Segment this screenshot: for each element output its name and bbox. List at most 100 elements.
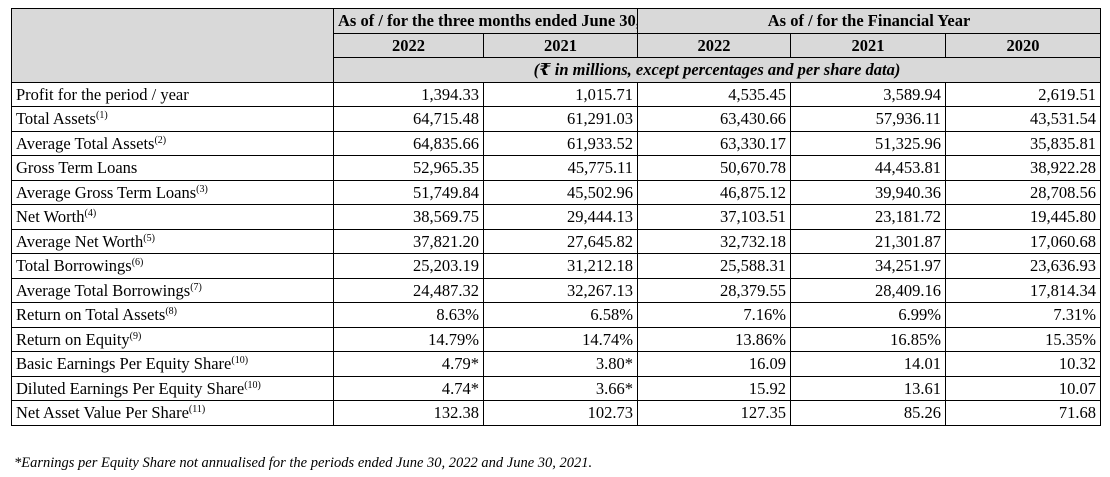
value-cell: 52,965.35 (333, 155, 484, 181)
value-cell: 71.68 (945, 400, 1102, 426)
table-row: Return on Equity(9) 14.79% 14.74% 13.86% 16.… (11, 326, 1102, 352)
value-cell: 4,535.45 (637, 81, 792, 107)
value-cell: 63,430.66 (637, 106, 792, 132)
value-cell: 38,922.28 (945, 155, 1102, 181)
value-cell: 45,775.11 (482, 155, 639, 181)
table-row: Total Assets(1) 64,715.48 61,291.03 63,430.… (11, 106, 1102, 132)
value-cell: 10.32 (945, 351, 1102, 377)
table-row: Gross Term Loans 52,965.35 45,775.11 50,670… (11, 155, 1102, 181)
row-label: Average Net Worth(5) (11, 228, 334, 254)
value-cell: 7.16% (637, 302, 792, 328)
row-label: Average Total Assets(2) (11, 130, 334, 156)
value-cell: 27,645.82 (482, 228, 639, 254)
value-cell: 8.63% (333, 302, 484, 328)
header-year: 2020 (945, 32, 1102, 58)
value-cell: 14.01 (790, 351, 947, 377)
header-row-groups: As of / for the three months ended June … (11, 8, 1102, 83)
value-cell: 35,835.81 (945, 130, 1102, 156)
value-cell: 25,588.31 (637, 253, 792, 279)
table-row: Return on Total Assets(8) 8.63% 6.58% 7.16%… (11, 302, 1102, 328)
value-cell: 21,301.87 (790, 228, 947, 254)
value-cell: 14.74% (482, 326, 639, 352)
value-cell: 51,325.96 (790, 130, 947, 156)
row-label: Basic Earnings Per Equity Share(10) (11, 351, 334, 377)
value-cell: 6.99% (790, 302, 947, 328)
footnote: *Earnings per Equity Share not annualise… (14, 455, 593, 471)
value-cell: 13.61 (790, 375, 947, 401)
header-year: 2021 (790, 32, 947, 58)
row-label: Total Assets(1) (11, 106, 334, 132)
footnote-marker: (5) (143, 232, 155, 244)
value-cell: 19,445.80 (945, 204, 1102, 230)
header-row-units: (₹ in millions, except percentages and p… (12, 57, 1102, 83)
value-cell: 7.31% (945, 302, 1102, 328)
value-cell: 37,821.20 (333, 228, 484, 254)
value-cell: 14.79% (333, 326, 484, 352)
row-label: Profit for the period / year (11, 81, 334, 107)
value-cell: 46,875.12 (637, 179, 792, 205)
table-row: Average Total Assets(2) 64,835.66 61,933.5… (11, 130, 1102, 156)
row-label-text: Average Net Worth (16, 231, 144, 251)
header-year: 2022 (637, 32, 792, 58)
row-label-text: Return on Equity (16, 329, 130, 349)
value-cell: 50,670.78 (637, 155, 792, 181)
value-cell: 4.79* (333, 351, 484, 377)
row-label-text: Gross Term Loans (16, 158, 138, 177)
table-row: Average Net Worth(5) 37,821.20 27,645.82 32… (11, 228, 1102, 254)
row-label-text: Return on Total Assets (16, 305, 166, 324)
value-cell: 17,814.34 (945, 277, 1102, 303)
footnote-marker: (1) (95, 110, 108, 121)
row-label-text: Profit for the period / year (16, 84, 189, 104)
value-cell: 32,732.18 (637, 228, 792, 254)
header-year: 2022 (333, 32, 484, 58)
row-label: Average Total Borrowings(7) (11, 277, 334, 303)
value-cell: 61,933.52 (482, 130, 639, 156)
value-cell: 127.35 (637, 400, 792, 426)
unit-note: (₹ in millions, except percentages and p… (332, 57, 1102, 83)
value-cell: 13.86% (637, 326, 792, 352)
value-cell: 23,181.72 (790, 204, 947, 230)
footnote-marker: (11) (188, 404, 206, 415)
header-group-three-months: As of / for the three months ended June … (332, 8, 639, 34)
footnote-marker: (6) (131, 257, 144, 268)
value-cell: 1,015.71 (482, 81, 639, 107)
value-cell: 28,409.16 (790, 277, 947, 303)
value-cell: 1,394.33 (333, 81, 484, 107)
header-group-financial-year: As of / for the Financial Year (637, 8, 1102, 34)
row-label-text: Average Total Assets (16, 133, 155, 153)
value-cell: 28,379.55 (637, 277, 792, 303)
row-label-text: Net Asset Value Per Share (16, 403, 189, 422)
value-cell: 34,251.97 (790, 253, 947, 279)
row-label: Diluted Earnings Per Equity Share(10) (11, 375, 334, 401)
table-row: Net Asset Value Per Share(11) 132.38 102.7… (11, 400, 1102, 426)
value-cell: 23,636.93 (945, 253, 1102, 279)
financial-metrics-table: As of / for the three months ended June … (11, 8, 1102, 426)
row-label-text: Total Assets (16, 109, 96, 128)
value-cell: 17,060.68 (945, 228, 1102, 254)
value-cell: 43,531.54 (945, 106, 1102, 132)
row-label: Net Worth(4) (11, 204, 334, 230)
value-cell: 24,487.32 (333, 277, 484, 303)
value-cell: 64,835.66 (333, 130, 484, 156)
footnote-marker: (2) (154, 134, 167, 146)
value-cell: 3.80* (482, 351, 639, 377)
row-label: Return on Total Assets(8) (11, 302, 334, 328)
value-cell: 28,708.56 (945, 179, 1102, 205)
footnote-marker: (10) (244, 379, 261, 391)
value-cell: 3.66* (482, 375, 639, 401)
table-row: Total Borrowings(6) 25,203.19 31,212.18 25,… (11, 253, 1102, 279)
table-row: Average Total Borrowings(7) 24,487.32 32,2… (11, 277, 1102, 303)
row-label: Return on Equity(9) (11, 326, 334, 352)
table-body: Profit for the period / year 1,394.33 1,01… (11, 81, 1102, 426)
row-label-text: Net Worth (16, 207, 85, 226)
footnote-marker: (4) (84, 208, 97, 219)
value-cell: 6.58% (482, 302, 639, 328)
row-label-text: Total Borrowings (16, 256, 132, 275)
value-cell: 39,940.36 (790, 179, 947, 205)
value-cell: 102.73 (482, 400, 639, 426)
value-cell: 61,291.03 (482, 106, 639, 132)
row-label: Gross Term Loans (11, 155, 334, 181)
value-cell: 25,203.19 (333, 253, 484, 279)
value-cell: 32,267.13 (482, 277, 639, 303)
footnote-marker: (3) (196, 183, 208, 195)
